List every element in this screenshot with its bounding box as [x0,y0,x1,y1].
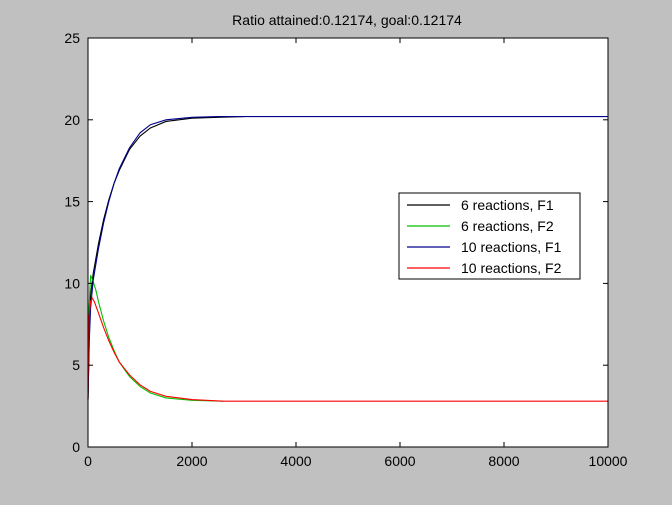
legend-label-2: 6 reactions, F2 [461,218,554,234]
x-tick-label: 4000 [280,453,311,469]
y-tick-label: 5 [72,357,80,373]
series-layer [87,115,608,402]
axes-layer: 0 2000 4000 6000 8000 10000 0 5 10 15 20 25 [64,30,627,469]
legend: 6 reactions, F1 6 reactions, F2 10 reactio… [398,192,581,280]
legend-box [398,192,581,280]
legend-label-4: 10 reactions, F2 [461,260,562,276]
y-tick-label: 0 [72,439,80,455]
series-line-2 [87,275,224,402]
axes-box [87,37,609,448]
y-tick-label: 25 [64,30,80,46]
legend-label-1: 6 reactions, F1 [461,197,554,213]
chart-title: Ratio attained:0.12174, goal:0.12174 [232,12,462,28]
x-tick-label: 8000 [488,453,519,469]
series-line-4 [87,296,608,402]
legend-label-3: 10 reactions, F1 [461,239,562,255]
y-tick-label: 10 [64,275,80,291]
y-tick-label: 15 [64,194,80,210]
x-tick-label: 10000 [589,453,628,469]
x-tick-label: 2000 [176,453,207,469]
y-tick-label: 20 [64,112,80,128]
x-tick-label: 6000 [384,453,415,469]
series-line-3 [87,115,608,400]
x-tick-label: 0 [84,453,92,469]
